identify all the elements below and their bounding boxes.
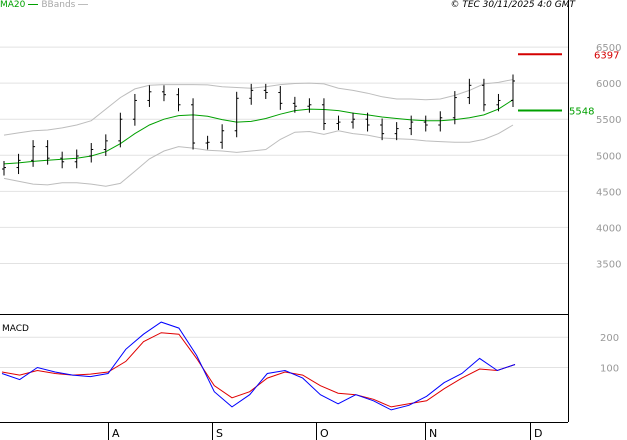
- bollinger-lower-line: [3, 124, 514, 187]
- price-tick-label: 4500: [596, 187, 621, 198]
- legend-ma20-swatch: [28, 4, 39, 5]
- support-level-label: 5548: [569, 107, 594, 118]
- price-tick-label: 6000: [596, 79, 621, 90]
- price-tick-label: 6500: [596, 43, 621, 54]
- legend-bbands-swatch: [78, 4, 89, 5]
- price-tick-label: 5500: [596, 115, 621, 126]
- month-label: N: [429, 427, 437, 440]
- macd-tick-label: 200: [600, 333, 619, 344]
- legend-bbands-label: BBands: [41, 0, 76, 10]
- macd-signal-line: [1, 332, 516, 408]
- bollinger-upper-line: [3, 79, 514, 136]
- month-label: D: [534, 427, 542, 440]
- month-label: S: [216, 427, 223, 440]
- price-tick-label: 4000: [596, 223, 621, 234]
- macd-title: MACD: [2, 324, 29, 334]
- price-tick-label: 5000: [596, 151, 621, 162]
- resistance-level-label: 6397: [594, 50, 619, 61]
- copyright-notice: © TEC 30/11/2025 4:0 GMT: [450, 0, 575, 10]
- macd-tick-label: 100: [600, 363, 619, 374]
- macd-line: [1, 321, 516, 411]
- price-tick-label: 3500: [596, 260, 621, 271]
- legend-ma20-label: MA20: [0, 0, 26, 10]
- chart-legend: MA20 BBands: [0, 0, 91, 11]
- month-label: O: [320, 427, 329, 440]
- month-label: A: [112, 427, 120, 440]
- ma20-line: [3, 99, 514, 165]
